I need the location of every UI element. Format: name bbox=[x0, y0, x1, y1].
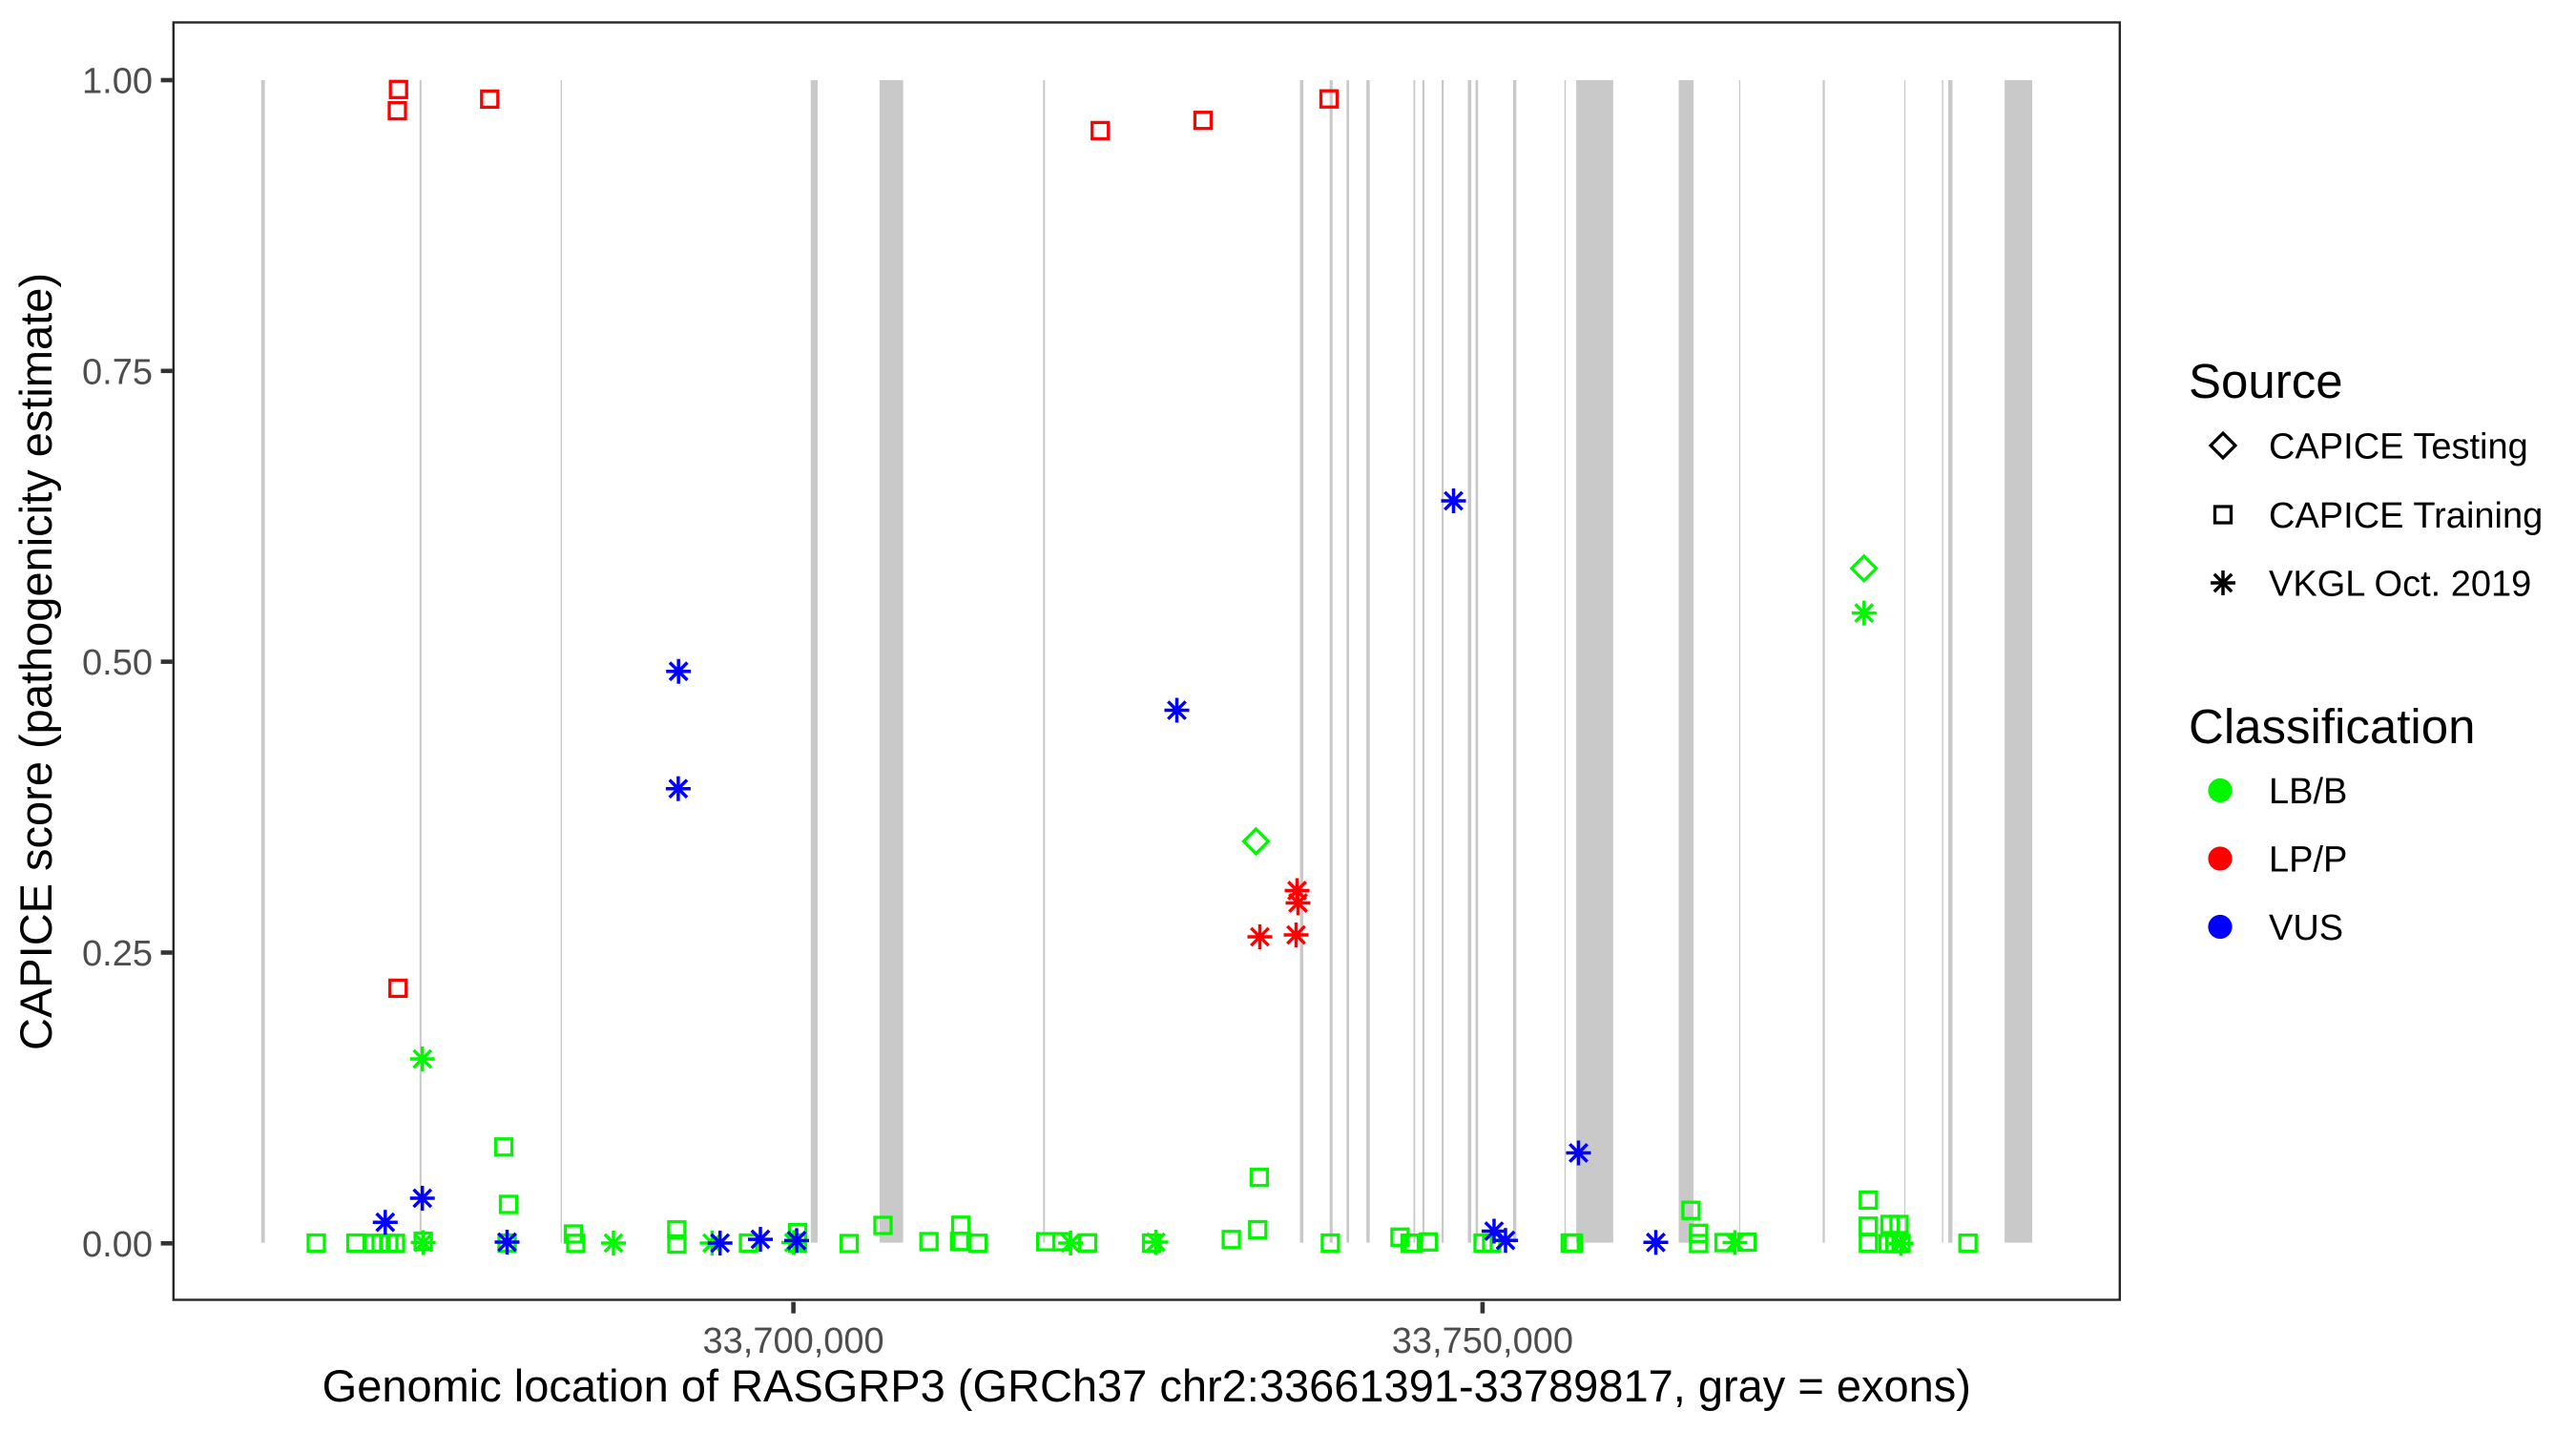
svg-text:0.00: 0.00 bbox=[82, 1225, 153, 1265]
svg-text:VUS: VUS bbox=[2269, 908, 2343, 948]
svg-text:Genomic location of RASGRP3 (G: Genomic location of RASGRP3 (GRCh37 chr2… bbox=[322, 1360, 1971, 1411]
svg-text:1.00: 1.00 bbox=[82, 62, 153, 102]
svg-text:33,750,000: 33,750,000 bbox=[1392, 1321, 1573, 1361]
svg-text:LP/P: LP/P bbox=[2269, 840, 2347, 881]
svg-text:0.50: 0.50 bbox=[82, 643, 153, 683]
svg-text:0.75: 0.75 bbox=[82, 352, 153, 392]
svg-text:CAPICE Testing: CAPICE Testing bbox=[2269, 427, 2528, 467]
svg-text:VKGL Oct. 2019: VKGL Oct. 2019 bbox=[2269, 565, 2531, 605]
svg-text:Source: Source bbox=[2189, 354, 2343, 408]
svg-text:33,700,000: 33,700,000 bbox=[703, 1321, 884, 1361]
svg-text:Classification: Classification bbox=[2189, 699, 2475, 754]
svg-text:LB/B: LB/B bbox=[2269, 772, 2347, 812]
svg-text:CAPICE Training: CAPICE Training bbox=[2269, 496, 2543, 536]
svg-text:0.25: 0.25 bbox=[82, 934, 153, 974]
svg-text:CAPICE score (pathogenicity es: CAPICE score (pathogenicity estimate) bbox=[10, 273, 61, 1050]
